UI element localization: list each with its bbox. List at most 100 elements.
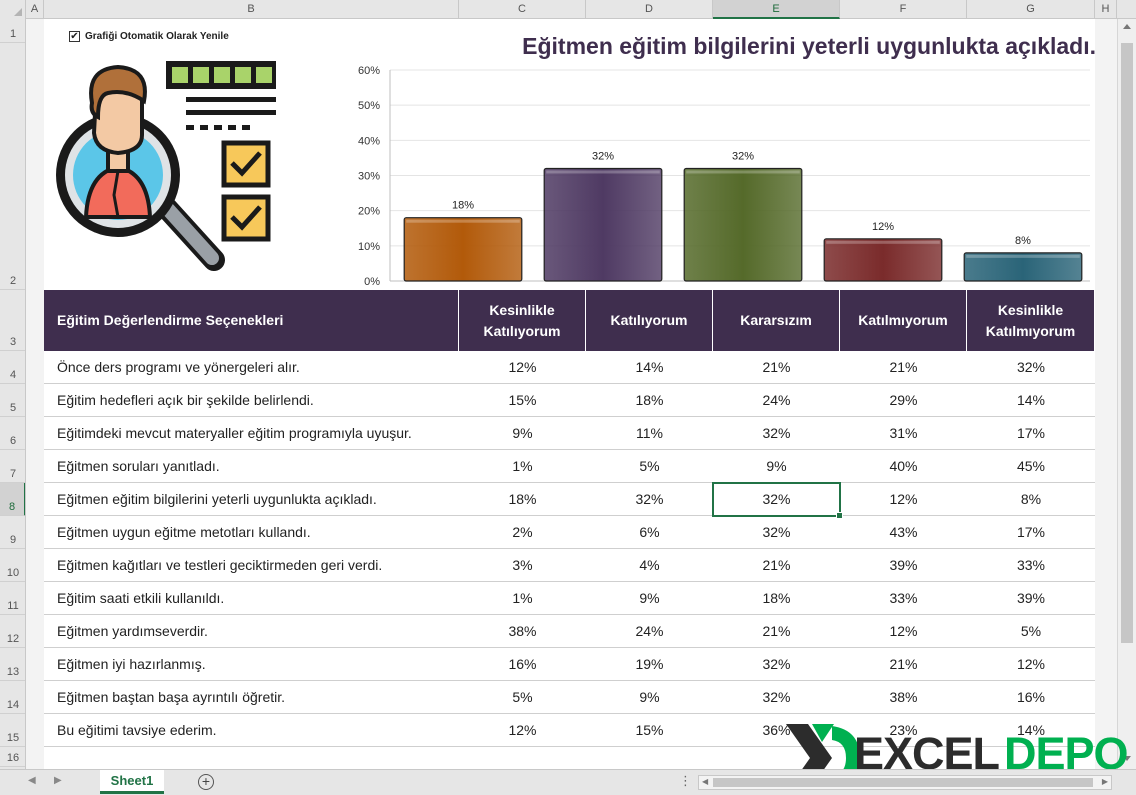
value-cell[interactable]: 16% — [1016, 689, 1046, 705]
value-cell[interactable]: 36% — [762, 722, 791, 738]
value-cell[interactable]: 33% — [1016, 557, 1046, 573]
row-header-11[interactable]: 11 — [0, 582, 25, 615]
value-cell[interactable]: 32% — [762, 524, 791, 540]
value-cell[interactable]: 5% — [512, 689, 533, 705]
row-header-6[interactable]: 6 — [0, 417, 25, 450]
value-cell[interactable]: 21% — [762, 557, 791, 573]
row-label-cell[interactable]: Eğitmen uygun eğitme metotları kullandı. — [57, 524, 311, 540]
value-cell[interactable]: 9% — [639, 590, 660, 606]
value-cell[interactable]: 23% — [889, 722, 918, 738]
row-label-cell[interactable]: Eğitmen soruları yanıtladı. — [57, 458, 220, 474]
row-label-cell[interactable]: Eğitmen kağıtları ve testleri geciktirme… — [57, 557, 383, 573]
column-header-b[interactable]: B — [44, 0, 459, 19]
value-cell[interactable]: 15% — [635, 722, 664, 738]
auto-refresh-checkbox[interactable]: ✔ Grafiği Otomatik Olarak Yenile — [69, 31, 229, 42]
value-cell[interactable]: 18% — [508, 491, 537, 507]
value-cell[interactable]: 19% — [635, 656, 664, 672]
value-cell[interactable]: 24% — [635, 623, 664, 639]
row-label-cell[interactable]: Eğitim saati etkili kullanıldı. — [57, 590, 225, 606]
header-col-2[interactable]: Katılıyorum — [586, 290, 713, 351]
column-header-c[interactable]: C — [459, 0, 586, 19]
value-cell[interactable]: 18% — [762, 590, 791, 606]
value-cell[interactable]: 9% — [512, 425, 533, 441]
sheet-tab[interactable]: Sheet1 — [100, 770, 164, 794]
value-cell[interactable]: 14% — [1016, 392, 1046, 408]
bar-2[interactable] — [543, 167, 663, 282]
value-cell[interactable]: 32% — [1016, 359, 1046, 375]
value-cell[interactable]: 3% — [512, 557, 533, 573]
value-cell[interactable]: 39% — [889, 557, 918, 573]
row-header-16[interactable]: 16 — [0, 747, 25, 767]
bar-chart[interactable]: 0% 10% 20% 30% 40% 50% 60% 18% 32% 32% 12% 8% — [340, 60, 1095, 290]
value-cell[interactable]: 5% — [1020, 623, 1042, 639]
more-options-icon[interactable]: ⋮ — [679, 773, 692, 788]
value-cell[interactable]: 8% — [1020, 491, 1042, 507]
add-sheet-icon[interactable]: + — [198, 774, 214, 790]
scroll-left-icon[interactable]: ◀ — [702, 777, 709, 786]
horizontal-scrollbar[interactable]: ◀ ▶ — [698, 775, 1112, 790]
column-header-g[interactable]: G — [967, 0, 1095, 19]
next-sheet-icon[interactable]: ▶ — [54, 775, 62, 786]
row-header-3[interactable]: 3 — [0, 290, 25, 351]
row-label-cell[interactable]: Eğitmen eğitim bilgilerini yeterli uygun… — [57, 491, 377, 507]
row-label-cell[interactable]: Eğitmen baştan başa ayrıntılı öğretir. — [57, 689, 286, 705]
column-header-h[interactable]: H — [1095, 0, 1117, 19]
value-cell[interactable]: 21% — [889, 359, 918, 375]
bar-3[interactable] — [683, 167, 803, 282]
value-cell[interactable]: 18% — [635, 392, 664, 408]
value-cell[interactable]: 16% — [508, 656, 537, 672]
row-header-14[interactable]: 14 — [0, 681, 25, 714]
prev-sheet-icon[interactable]: ◀ — [28, 775, 36, 786]
select-all-corner[interactable] — [0, 0, 26, 19]
value-cell[interactable]: 17% — [1016, 524, 1046, 540]
value-cell[interactable]: 1% — [512, 458, 533, 474]
vertical-scrollbar[interactable] — [1117, 19, 1136, 769]
header-col-3[interactable]: Kararsızım — [713, 290, 840, 351]
column-header-a[interactable]: A — [26, 0, 44, 19]
row-header-12[interactable]: 12 — [0, 615, 25, 648]
row-header-5[interactable]: 5 — [0, 384, 25, 417]
value-cell[interactable]: 40% — [889, 458, 918, 474]
column-header-f[interactable]: F — [840, 0, 967, 19]
value-cell[interactable]: 32% — [762, 491, 791, 507]
bar-4[interactable] — [823, 238, 943, 282]
row-header-10[interactable]: 10 — [0, 549, 25, 582]
row-header-4[interactable]: 4 — [0, 351, 25, 384]
value-cell[interactable]: 14% — [1016, 722, 1046, 738]
value-cell[interactable]: 17% — [1016, 425, 1046, 441]
header-options[interactable]: Eğitim Değerlendirme Seçenekleri — [44, 290, 459, 351]
value-cell[interactable]: 12% — [508, 722, 537, 738]
row-header-15[interactable]: 15 — [0, 714, 25, 747]
row-label-cell[interactable]: Bu eğitimi tavsiye ederim. — [57, 722, 217, 738]
value-cell[interactable]: 32% — [762, 656, 791, 672]
header-col-4[interactable]: Katılmıyorum — [840, 290, 967, 351]
value-cell[interactable]: 21% — [762, 359, 791, 375]
row-label-cell[interactable]: Önce ders programı ve yönergeleri alır. — [57, 359, 300, 375]
value-cell[interactable]: 32% — [762, 689, 791, 705]
row-label-cell[interactable]: Eğitim hedefleri açık bir şekilde belirl… — [57, 392, 314, 408]
value-cell[interactable]: 38% — [508, 623, 537, 639]
row-header-7[interactable]: 7 — [0, 450, 25, 483]
bar-5[interactable] — [963, 252, 1083, 282]
column-header-d[interactable]: D — [586, 0, 713, 19]
value-cell[interactable]: 12% — [1016, 656, 1046, 672]
row-header-9[interactable]: 9 — [0, 516, 25, 549]
column-header-e[interactable]: E — [713, 0, 840, 19]
header-col-1[interactable]: Kesinlikle Katılıyorum — [459, 290, 586, 351]
check-icon[interactable]: ✔ — [69, 31, 80, 42]
value-cell[interactable]: 32% — [635, 491, 664, 507]
value-cell[interactable]: 6% — [639, 524, 660, 540]
value-cell[interactable]: 12% — [889, 491, 918, 507]
value-cell[interactable]: 11% — [636, 425, 663, 441]
value-cell[interactable]: 9% — [639, 689, 660, 705]
value-cell[interactable]: 21% — [762, 623, 791, 639]
row-header-2[interactable]: 2 — [0, 43, 25, 290]
value-cell[interactable]: 33% — [889, 590, 918, 606]
row-label-cell[interactable]: Eğitmen iyi hazırlanmış. — [57, 656, 206, 672]
value-cell[interactable]: 21% — [889, 656, 918, 672]
value-cell[interactable]: 29% — [889, 392, 918, 408]
value-cell[interactable]: 9% — [766, 458, 787, 474]
value-cell[interactable]: 32% — [762, 425, 791, 441]
value-cell[interactable]: 31% — [889, 425, 918, 441]
value-cell[interactable]: 38% — [889, 689, 918, 705]
